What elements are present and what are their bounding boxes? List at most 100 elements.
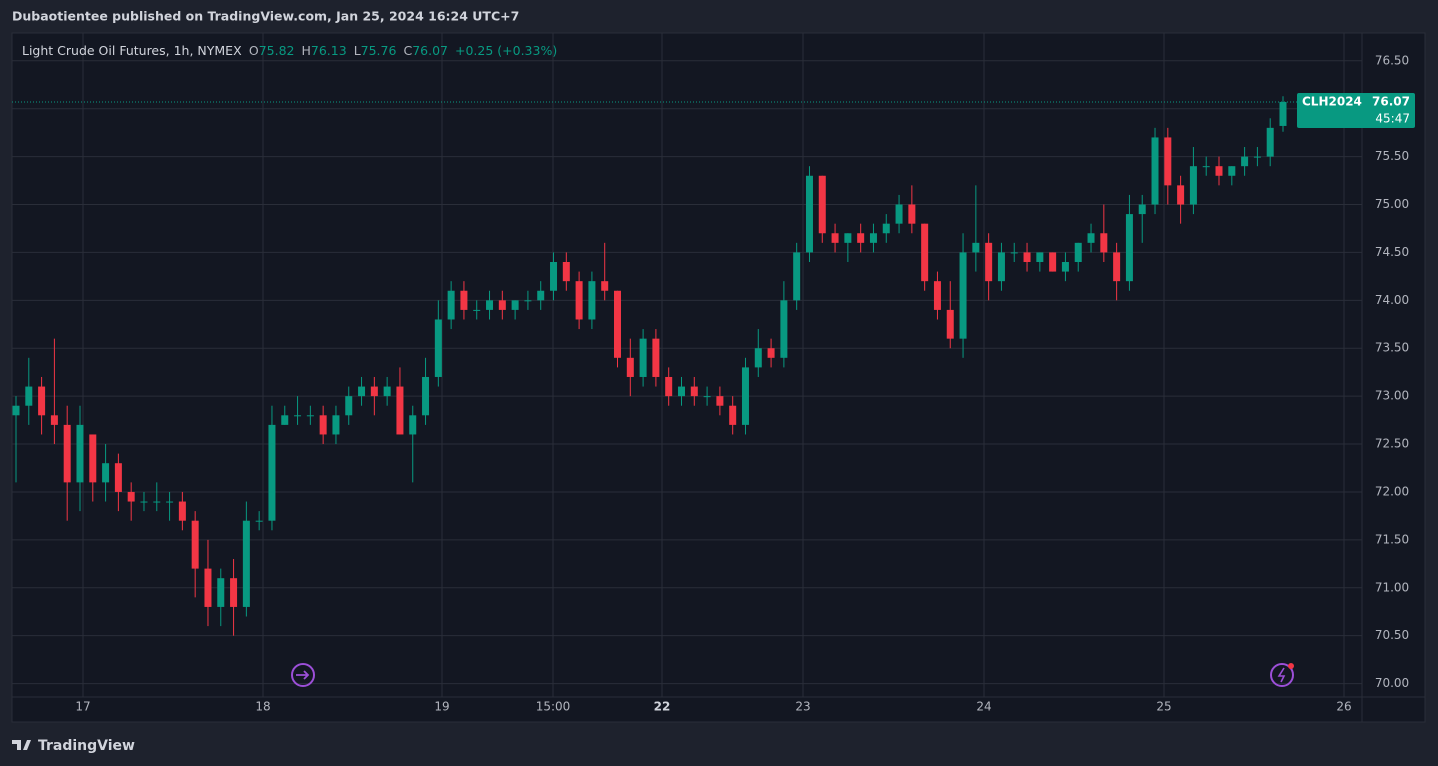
candle-body: [665, 376, 673, 397]
candle-body: [524, 300, 532, 302]
ohlc-label: O: [249, 43, 259, 58]
candle-body: [383, 386, 391, 397]
candle-body: [959, 252, 967, 339]
candle-body: [127, 491, 135, 502]
y-tick-label: 70.50: [1375, 628, 1409, 642]
candle-body: [242, 520, 250, 607]
candle-body: [255, 520, 263, 522]
candle-body: [1177, 185, 1185, 205]
countdown-label: 45:47: [1375, 111, 1410, 125]
candle-body: [805, 175, 813, 253]
candle-body: [1125, 214, 1133, 282]
lightning-bolt: [1277, 667, 1286, 683]
brand-mark: [12, 740, 31, 750]
x-tick-label: 24: [976, 700, 991, 714]
grid: [12, 33, 1362, 697]
candle-body: [166, 501, 174, 503]
lightning-icon[interactable]: [1270, 663, 1294, 687]
candle-body: [537, 290, 545, 301]
x-tick-label: 18: [255, 700, 270, 714]
y-tick-label: 76.50: [1375, 53, 1409, 67]
candle-body: [511, 300, 519, 310]
candles: [12, 96, 1287, 636]
candle-body: [921, 223, 929, 282]
candle-body: [204, 568, 212, 607]
x-tick-label: 26: [1336, 700, 1351, 714]
candle-body: [933, 281, 941, 310]
lightning-circle: [1270, 663, 1294, 687]
candle-body: [639, 338, 647, 377]
candle-body: [1253, 156, 1261, 158]
candle-body: [780, 300, 788, 358]
candle-body: [626, 357, 634, 377]
candle-body: [1036, 252, 1044, 262]
y-tick-label: 75.00: [1375, 197, 1409, 211]
candle-body: [1189, 166, 1197, 205]
candle-body: [434, 319, 442, 377]
candle-body: [601, 281, 609, 291]
candle-body: [294, 415, 302, 417]
candle-body: [1087, 233, 1095, 243]
y-tick-label: 75.50: [1375, 149, 1409, 163]
candle-body: [1023, 252, 1031, 262]
candle-body: [767, 348, 775, 358]
candle-body: [690, 386, 698, 397]
candle-body: [153, 501, 161, 503]
y-tick-label: 71.00: [1375, 580, 1409, 594]
candle-body: [882, 223, 890, 234]
x-tick-label: 22: [654, 700, 671, 714]
candle-body: [550, 261, 558, 291]
candle-body: [178, 501, 186, 521]
candle-body: [857, 233, 865, 243]
candle-body: [997, 252, 1005, 282]
candle-body: [89, 434, 97, 483]
y-tick-label: 73.50: [1375, 341, 1409, 355]
candle-body: [217, 578, 225, 607]
candle-body: [729, 405, 737, 425]
candle-body: [140, 501, 148, 503]
candle-body: [588, 281, 596, 320]
candle-body: [1202, 166, 1210, 168]
candle-body: [1266, 127, 1274, 157]
candle-body: [409, 415, 417, 435]
y-tick-label: 74.00: [1375, 293, 1409, 307]
x-tick-label: 15:00: [536, 700, 571, 714]
candle-body: [844, 233, 852, 243]
last-price-label: 76.07: [1372, 94, 1410, 108]
candle-body: [38, 386, 46, 416]
candle-body: [460, 290, 468, 310]
change-label: +0.25 (+0.33%): [455, 43, 557, 58]
candle-body: [741, 367, 749, 425]
candle-body: [793, 252, 801, 301]
candle-body: [50, 415, 58, 425]
ohlc-value: 76.13: [311, 43, 347, 58]
candle-body: [1215, 166, 1223, 176]
y-tick-label: 73.00: [1375, 389, 1409, 403]
brand-logo[interactable]: TradingView: [12, 738, 135, 754]
candle-body: [1113, 252, 1121, 282]
candle-body: [831, 233, 839, 243]
candle-body: [1138, 204, 1146, 215]
candle-body: [1074, 242, 1082, 262]
candle-body: [703, 396, 711, 398]
ohlc-label: C: [403, 43, 412, 58]
y-tick-label: 72.00: [1375, 484, 1409, 498]
candle-body: [191, 520, 199, 569]
legend-title: Light Crude Oil Futures, 1h, NYMEX: [22, 43, 242, 58]
candle-body: [972, 242, 980, 253]
candle-body: [818, 175, 826, 234]
ohlc-value: 76.07: [412, 43, 448, 58]
price-label-box: [1297, 92, 1415, 128]
candle-body: [498, 300, 506, 310]
y-tick-label: 72.50: [1375, 437, 1409, 451]
candle-body: [12, 405, 20, 416]
candle-body: [1061, 261, 1069, 272]
candle-body: [114, 463, 122, 492]
event-icon[interactable]: [291, 663, 315, 687]
candle-body: [614, 290, 622, 358]
event-arrow: [296, 670, 310, 680]
brand-name: TradingView: [38, 738, 135, 754]
candle-body: [562, 261, 570, 282]
candle-body: [652, 338, 660, 377]
candle-body: [63, 424, 71, 483]
